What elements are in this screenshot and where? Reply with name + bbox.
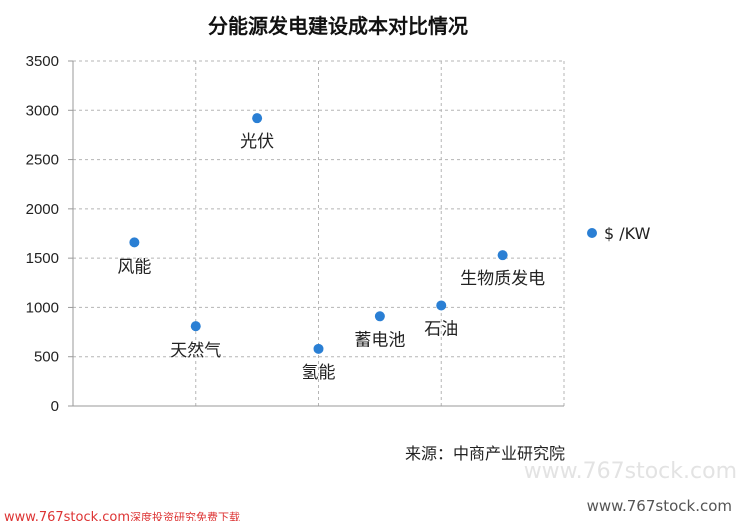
y-tick-label-3500: 3500 [26,53,59,70]
point-label-1: 天然气 [170,341,221,361]
y-tick-label-500: 500 [34,349,59,366]
point-label-0: 风能 [117,257,151,277]
point-label-2: 光伏 [240,132,274,152]
data-points [129,113,508,354]
point-label-3: 氢能 [302,363,336,383]
grid-lines [73,60,565,406]
y-tick-label-3000: 3000 [26,102,59,119]
y-tick-labels: 0 500 1000 1500 2000 2500 3000 3500 [26,53,59,415]
source-note: 来源：中商产业研究院 [405,444,565,463]
point-label-4: 蓄电池 [354,330,405,350]
watermark-bottom-left: www.767stock.com [4,510,130,521]
data-point-4 [374,311,385,322]
data-point-2 [252,113,263,124]
y-tick-label-2500: 2500 [26,152,59,169]
y-tick-label-0: 0 [51,398,59,415]
legend: $ /KW [587,224,651,243]
data-point-3 [313,343,324,354]
axes [68,60,564,407]
y-tick-label-1000: 1000 [26,299,59,316]
data-point-0 [129,237,140,248]
y-tick-label-2000: 2000 [26,201,59,218]
watermark-bottom-tagline: 深度投资研究免费下载 [130,510,240,521]
data-point-5 [436,300,447,311]
watermark-site-large: www.767stock.com [524,459,737,484]
chart-title: 分能源发电建设成本对比情况 [208,14,468,38]
y-tick-label-1500: 1500 [26,250,59,267]
point-label-5: 石油 [424,319,458,339]
legend-marker [587,228,597,238]
watermark-site-small: www.767stock.com [587,497,732,515]
data-point-6 [497,250,508,261]
data-point-1 [190,321,201,332]
point-label-6: 生物质发电 [460,269,545,289]
legend-label: $ /KW [604,224,651,243]
